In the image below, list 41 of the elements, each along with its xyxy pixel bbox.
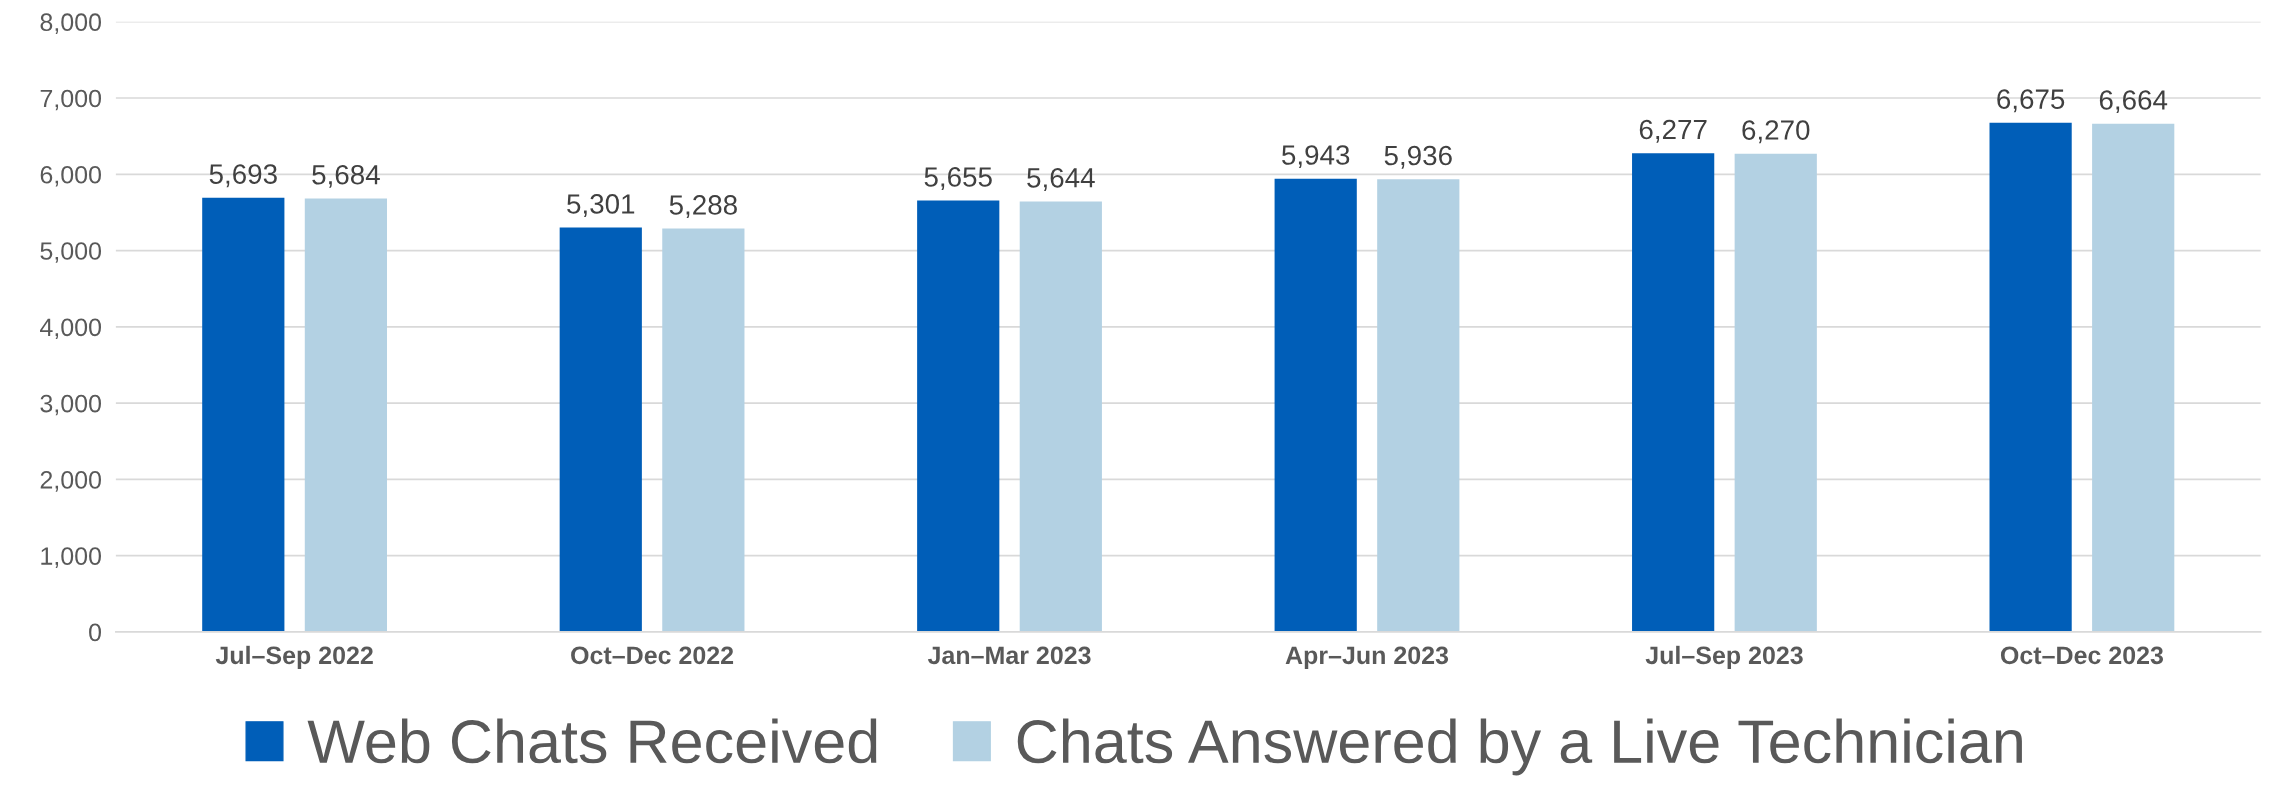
y-tick-label: 4,000 (40, 318, 102, 340)
legend-label: Chats Answered by a Live Technician (1017, 718, 2022, 776)
bar (917, 200, 1000, 632)
bar (1274, 178, 1357, 632)
data-label: 6,270 (1742, 120, 1810, 144)
x-tick-label: Oct–Dec 2023 (2000, 646, 2164, 665)
legend-label: Web Chats Received (307, 718, 877, 764)
y-tick-label: 8,000 (40, 13, 102, 35)
y-tick-label: 2,000 (40, 470, 102, 492)
data-label: 5,655 (924, 167, 992, 191)
bar (1377, 179, 1460, 632)
data-label: 5,644 (1027, 167, 1095, 191)
x-tick-label: Jul–Sep 2022 (215, 645, 373, 670)
y-tick-label: 0 (89, 623, 102, 642)
bar (559, 227, 642, 632)
x-tick-label: Jan–Mar 2023 (927, 646, 1091, 665)
data-label: 6,277 (1639, 119, 1707, 143)
data-label: 6,675 (1997, 89, 2065, 113)
y-tick-label: 1,000 (41, 547, 102, 568)
data-label: 5,684 (312, 164, 380, 188)
bar (662, 228, 745, 632)
bar (1734, 153, 1817, 632)
data-label: 5,943 (1282, 145, 1350, 169)
bar (202, 197, 285, 632)
bar (2092, 123, 2175, 632)
data-label: 5,693 (209, 164, 277, 188)
bar (1632, 153, 1715, 632)
data-label: 5,936 (1384, 145, 1452, 169)
y-tick-label: 3,000 (40, 394, 102, 416)
bar (1019, 201, 1102, 632)
x-tick-label: Oct–Dec 2022 (571, 646, 734, 665)
y-tick-label: 7,000 (40, 89, 102, 111)
y-tick-label: 6,000 (40, 165, 102, 187)
y-tick-label: 5,000 (40, 242, 102, 263)
data-label: 6,664 (2099, 90, 2168, 114)
bar (1989, 122, 2072, 632)
data-label: 5,288 (669, 195, 737, 219)
x-tick-label: Jul–Sep 2023 (1645, 645, 1803, 670)
x-tick-label: Apr–Jun 2023 (1285, 646, 1449, 670)
data-label: 5,301 (567, 194, 635, 218)
bar (304, 198, 388, 632)
